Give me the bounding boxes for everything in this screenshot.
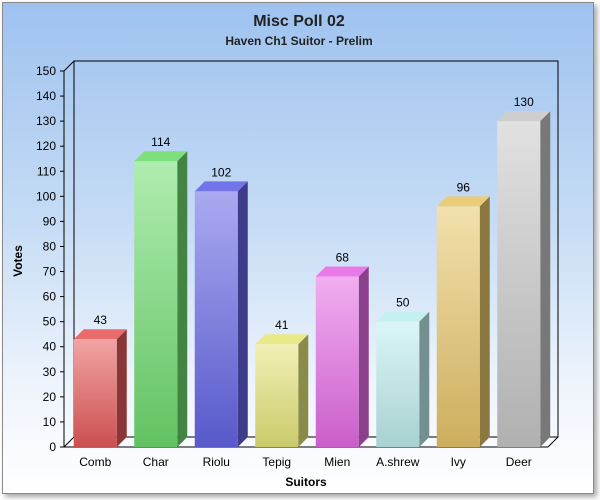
y-tick-label: 100	[36, 189, 56, 203]
data-label: 102	[211, 165, 231, 179]
bar	[194, 181, 248, 447]
chart-subtitle: Haven Ch1 Suitor - Prelim	[225, 34, 372, 48]
bar-side	[298, 334, 309, 447]
wall-edge-bottom	[63, 436, 75, 448]
chart-frame: Misc Poll 02 Haven Ch1 Suitor - Prelim 0…	[2, 2, 594, 494]
bar-front	[255, 344, 299, 447]
x-tick-label: Tepig	[262, 455, 291, 469]
x-axis-title: Suitors	[285, 475, 327, 489]
bar-top	[194, 181, 248, 192]
bar	[436, 196, 490, 447]
floor-edge-right	[547, 436, 559, 448]
y-tick-label: 150	[36, 64, 56, 78]
y-axis-title: Votes	[11, 245, 25, 277]
bar-front	[134, 161, 178, 448]
y-tick-label: 90	[43, 214, 57, 228]
x-tick-label: Mien	[324, 455, 350, 469]
chart-title: Misc Poll 02	[253, 13, 345, 30]
y-tick-label: 40	[43, 340, 57, 354]
data-label: 43	[94, 313, 108, 327]
y-tick-label: 0	[49, 440, 56, 454]
bar-chart: Misc Poll 02 Haven Ch1 Suitor - Prelim 0…	[11, 13, 559, 489]
bar-side	[540, 111, 551, 447]
bar	[315, 266, 369, 447]
bar	[376, 311, 430, 447]
bar-top	[436, 196, 490, 207]
y-tick-label: 60	[43, 290, 57, 304]
bar	[497, 111, 551, 447]
bar-front	[315, 276, 359, 447]
y-tick-label: 30	[43, 365, 57, 379]
bar-top	[376, 311, 430, 322]
data-label: 50	[396, 296, 410, 310]
y-tick-label: 20	[43, 390, 57, 404]
x-tick-label: A.shrew	[376, 455, 420, 469]
bar-side	[177, 151, 188, 448]
bar	[255, 334, 309, 447]
data-label: 41	[275, 318, 289, 332]
bar-front	[436, 206, 480, 447]
bar-top	[315, 266, 369, 277]
data-label: 68	[336, 251, 350, 265]
labels: 43 Comb 114 Char 102 Riolu 41 Tepig 68 Mien 50 A.sh…	[79, 95, 534, 469]
y-tick-label: 50	[43, 315, 57, 329]
bar-top	[497, 111, 551, 122]
data-label: 130	[514, 95, 534, 109]
bar-side	[479, 196, 490, 447]
y-tick-label: 110	[37, 164, 56, 178]
x-tick-label: Riolu	[203, 455, 230, 469]
bar	[134, 151, 188, 448]
y-tick-label: 140	[36, 89, 56, 103]
bar-front	[376, 321, 420, 447]
bar-top	[73, 329, 127, 340]
bar-front	[73, 339, 117, 447]
bar-top	[255, 334, 309, 345]
bar-side	[116, 329, 127, 447]
bar-side	[358, 266, 369, 447]
bar-front	[194, 191, 238, 447]
y-tick-label: 120	[36, 139, 56, 153]
y-tick-label: 130	[36, 114, 56, 128]
wall-edge-top	[63, 60, 75, 72]
bar	[73, 329, 127, 447]
bar-front	[497, 121, 541, 447]
y-tick-label: 70	[43, 265, 57, 279]
y-tick-label: 80	[43, 239, 57, 253]
y-tick-label: 10	[43, 415, 57, 429]
x-tick-label: Char	[143, 455, 169, 469]
data-label: 114	[151, 135, 170, 149]
bar-top	[134, 151, 188, 162]
bars	[73, 111, 551, 448]
x-tick-label: Ivy	[451, 455, 466, 469]
x-tick-label: Comb	[79, 455, 111, 469]
bar-side	[237, 181, 248, 447]
bar-side	[419, 311, 430, 447]
x-tick-label: Deer	[506, 455, 532, 469]
data-label: 96	[457, 180, 471, 194]
